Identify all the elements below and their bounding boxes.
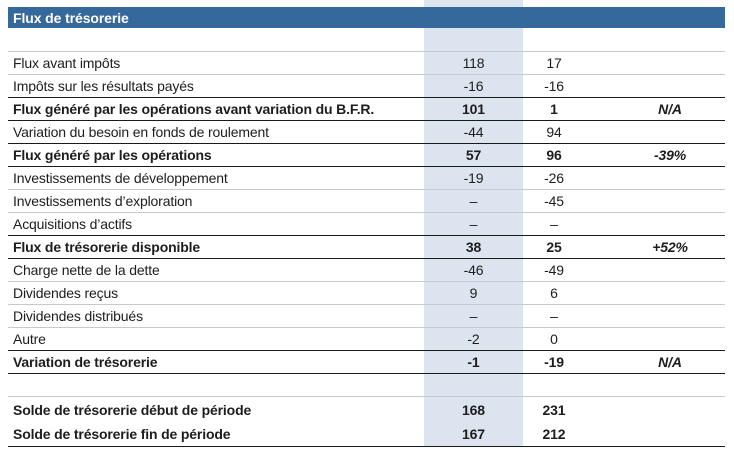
section-title: Flux de trésorerie [13, 9, 129, 26]
value-col2: 17 [546, 55, 562, 71]
table-row: Acquisitions d’actifs – – [8, 213, 725, 236]
value-col1: 118 [462, 55, 485, 71]
row-label: Autre [13, 331, 46, 347]
value-col2: 96 [546, 147, 562, 163]
value-col1: 38 [465, 239, 482, 255]
value-col1: -19 [463, 170, 484, 186]
value-change: N/A [658, 354, 682, 370]
value-col1: -16 [463, 78, 484, 94]
value-col1: -44 [463, 124, 484, 140]
table-row-subtotal: Flux de trésorerie disponible 38 25 +52% [8, 236, 725, 259]
value-col1: 168 [462, 401, 485, 418]
value-col1: – [469, 193, 478, 209]
value-col2: -26 [544, 170, 564, 186]
value-change: -39% [653, 147, 687, 163]
table-row: Investissements de développement -19 -26 [8, 167, 725, 190]
value-change: N/A [658, 101, 682, 117]
table-row: Dividendes distribués – – [8, 305, 725, 328]
row-label: Solde de trésorerie fin de période [13, 426, 231, 442]
value-col2: 25 [546, 239, 562, 255]
value-col1: – [469, 216, 478, 232]
value-col2: – [550, 308, 558, 324]
table-row-subtotal: Flux généré par les opérations 57 96 -39… [8, 144, 725, 167]
row-label: Variation de trésorerie [13, 354, 158, 370]
value-col2: – [550, 216, 558, 232]
value-col1: 9 [469, 285, 478, 301]
row-label: Flux généré par les opérations [13, 147, 212, 163]
row-label: Flux généré par les opérations avant var… [13, 101, 375, 117]
table-row-total: Solde de trésorerie fin de période 167 2… [8, 422, 725, 447]
table-row: Investissements d’exploration – -45 [8, 190, 725, 213]
table-row: Dividendes reçus 9 6 [8, 282, 725, 305]
table-row: Impôts sur les résultats payés -16 -16 [8, 75, 725, 98]
table-row-subtotal: Flux généré par les opérations avant var… [8, 98, 725, 121]
value-col1: -2 [467, 331, 480, 347]
table: Flux avant impôts 118 17 Impôts sur les … [8, 28, 725, 447]
value-change: +52% [652, 239, 688, 255]
row-label: Dividendes reçus [13, 285, 118, 301]
table-row: Variation du besoin en fonds de roulemen… [8, 121, 725, 144]
value-col2: 0 [550, 331, 558, 347]
table-row: Flux avant impôts 118 17 [8, 52, 725, 75]
value-col1: -46 [463, 262, 484, 278]
section-header: Flux de trésorerie [8, 7, 725, 28]
row-label: Acquisitions d’actifs [13, 216, 133, 232]
table-row: Autre -2 0 [8, 328, 725, 351]
row-label: Solde de trésorerie début de période [13, 401, 252, 418]
row-label: Investissements de développement [13, 170, 228, 186]
value-col2: 94 [546, 124, 562, 140]
spacer-row [8, 28, 725, 52]
table-row-subtotal: Variation de trésorerie -1 -19 N/A [8, 351, 725, 374]
row-label: Impôts sur les résultats payés [13, 78, 194, 94]
value-col2: -19 [544, 354, 564, 370]
value-col2: 231 [542, 401, 566, 418]
value-col1: – [469, 308, 478, 324]
row-label: Dividendes distribués [13, 308, 143, 324]
value-col2: 6 [550, 285, 558, 301]
value-col1: 167 [462, 426, 485, 442]
row-label: Variation du besoin en fonds de roulemen… [13, 124, 269, 140]
value-col2: 1 [550, 101, 558, 117]
value-col1: 57 [465, 147, 482, 163]
table-row-total: Solde de trésorerie début de période 168… [8, 397, 725, 422]
table-row: Charge nette de la dette -46 -49 [8, 259, 725, 282]
row-label: Charge nette de la dette [13, 262, 160, 278]
value-col1: 101 [462, 101, 485, 117]
row-label: Flux de trésorerie disponible [13, 239, 201, 255]
row-label: Flux avant impôts [13, 55, 121, 71]
row-label: Investissements d’exploration [13, 193, 193, 209]
value-col2: -49 [544, 262, 564, 278]
value-col2: 212 [542, 426, 566, 442]
value-col1: -1 [467, 354, 480, 370]
value-col2: -16 [544, 78, 564, 94]
spacer-row [8, 374, 725, 397]
value-col2: -45 [544, 193, 564, 209]
